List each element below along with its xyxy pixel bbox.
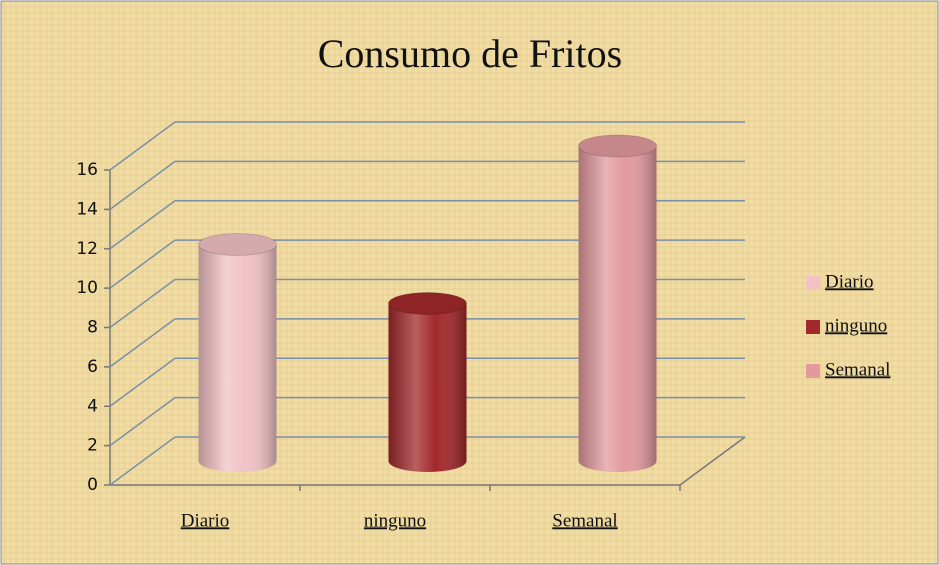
y-tick-label: 16	[76, 160, 98, 180]
grid-line	[109, 397, 176, 447]
chart-title: Consumo de Fritos	[318, 31, 622, 76]
grid-line	[109, 357, 176, 407]
bar-top	[578, 134, 657, 158]
legend-label: ninguno	[825, 315, 887, 336]
legend-swatch	[806, 276, 820, 290]
legend-swatch	[806, 320, 820, 334]
bar-top	[388, 292, 467, 315]
grid-line	[109, 318, 176, 368]
grid-line	[109, 160, 176, 210]
x-tick-label: Semanal	[552, 510, 617, 531]
y-tick-label: 8	[87, 318, 98, 338]
bar-shade	[578, 146, 657, 472]
legend-swatch	[806, 364, 820, 378]
y-tick-label: 10	[76, 278, 98, 298]
y-tick-label: 2	[87, 436, 98, 456]
y-tick-label: 14	[76, 199, 98, 219]
y-tick-label: 4	[87, 396, 98, 416]
y-tick-label: 12	[76, 239, 98, 259]
y-tick-label: 0	[87, 475, 98, 495]
grid-line	[109, 121, 176, 171]
grid-line	[109, 278, 176, 329]
grid-line	[109, 239, 176, 289]
bar-top-shade	[388, 292, 467, 315]
cylinder	[578, 134, 657, 472]
bar-shade	[198, 244, 277, 472]
floor-edge	[679, 436, 746, 486]
bar-top	[198, 232, 277, 256]
legend-label: Diario	[825, 271, 874, 292]
legend-label: Semanal	[825, 359, 890, 380]
bar-top-shade	[198, 233, 277, 256]
grid-line	[109, 436, 176, 486]
x-tick-label: Diario	[181, 510, 230, 531]
cylinder	[198, 232, 277, 472]
bar-shade	[388, 303, 467, 472]
bar-top-shade	[578, 135, 657, 157]
x-tick-label: ninguno	[364, 510, 426, 531]
grid-line	[109, 200, 176, 250]
y-tick-label: 6	[87, 357, 98, 377]
cylinder	[388, 292, 467, 472]
